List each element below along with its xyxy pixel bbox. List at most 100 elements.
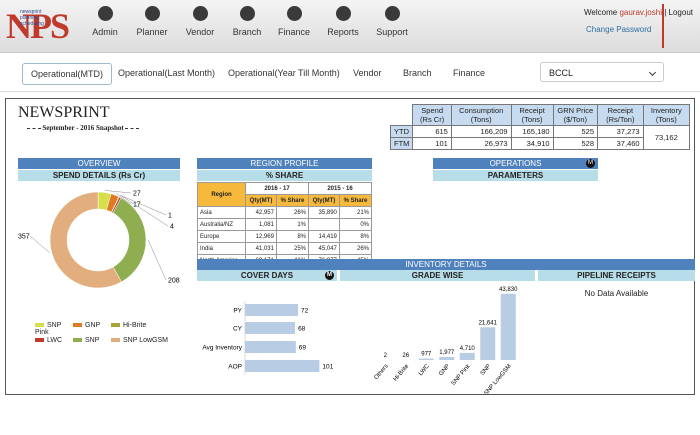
- cell: 166,209: [450, 125, 512, 138]
- tab[interactable]: Operational(Year Till Month): [228, 68, 340, 78]
- cell: 8%: [338, 230, 373, 243]
- separator: |: [664, 8, 667, 17]
- year-header: 2015 - 16: [308, 182, 372, 195]
- pie-slice: [112, 197, 147, 283]
- legend-swatch: [35, 323, 44, 328]
- category-label: AOP: [228, 364, 242, 371]
- cell: 41,031: [245, 242, 277, 255]
- subcolumn-header: % Share: [275, 194, 310, 207]
- section-header: REGION PROFILE: [197, 158, 372, 169]
- bar: [245, 360, 320, 372]
- legend-item: GNP: [73, 322, 111, 336]
- cell: 525: [552, 125, 599, 138]
- nav-item[interactable]: Support: [367, 6, 417, 37]
- nav-label: Vendor: [185, 27, 215, 37]
- nav-label: Admin: [92, 27, 118, 37]
- page-subtitle: September - 2016 Snapshot: [18, 124, 148, 132]
- cell: 1,081: [245, 218, 277, 231]
- label: COVER DAYS: [240, 271, 294, 280]
- nav-item[interactable]: Planner: [127, 6, 177, 37]
- leader-line: [115, 193, 132, 205]
- nav-label: Branch: [232, 27, 262, 37]
- data-label: 69: [299, 345, 307, 352]
- badge[interactable]: M: [586, 159, 595, 168]
- nav-item[interactable]: Admin: [80, 6, 130, 37]
- dash: [26, 127, 41, 129]
- cell: 26%: [275, 206, 310, 219]
- column-header: Receipt (Tons): [510, 104, 554, 126]
- data-label: 977: [421, 352, 432, 358]
- cell: 42,957: [245, 206, 277, 219]
- legend-swatch: [111, 323, 120, 328]
- row: FTM 101 26,973 34,910 528 37,460: [389, 137, 690, 150]
- corner: [389, 104, 414, 126]
- tab[interactable]: Vendor: [353, 68, 382, 78]
- row-label: YTD: [389, 125, 414, 138]
- cell: 34,910: [510, 137, 554, 150]
- category-label: CY: [233, 326, 243, 333]
- cell: 45,047: [308, 242, 340, 255]
- badge[interactable]: M: [325, 271, 334, 280]
- data-label: 208: [168, 278, 180, 285]
- legend-label: SNP: [85, 337, 100, 344]
- dropdown[interactable]: BCCL: [540, 62, 664, 82]
- subcolumn-header: % Share: [338, 194, 373, 207]
- logo-words: newsprint planning scheduling: [20, 9, 44, 27]
- category-label: SNP Pink: [451, 363, 473, 387]
- cell: 26%: [338, 242, 373, 255]
- tab[interactable]: Finance: [453, 68, 486, 78]
- data-label: 17: [133, 202, 141, 209]
- subheader-row: Qty(MT)% Share Qty(MT)% Share: [198, 194, 373, 207]
- change-password[interactable]: Change Password: [586, 25, 652, 34]
- category-label: PY: [233, 308, 242, 315]
- bar: [418, 358, 434, 360]
- subcolumn-header: Qty(MT): [245, 194, 277, 207]
- legend-label: SNP Pink: [35, 322, 62, 336]
- leader-line: [147, 239, 167, 281]
- section-subheader: PARAMETERS: [433, 170, 598, 181]
- section-subheader: GRADE WISE: [340, 270, 535, 281]
- nav-label: Reports: [327, 27, 359, 37]
- nav-item[interactable]: Finance: [269, 6, 319, 37]
- nav-icon: [192, 6, 208, 21]
- header-row: Spend (Rs Cr) Consumption (Tons) Receipt (…: [389, 104, 691, 126]
- section-subheader: SPEND DETAILS (Rs Cr): [18, 170, 180, 181]
- cell: 37,460: [597, 137, 644, 150]
- cell: 528: [552, 137, 599, 150]
- data-label: 101: [322, 364, 333, 371]
- username: gaurav.joshi: [619, 8, 662, 17]
- column-header: Receipt (Rs/Ton): [597, 104, 644, 126]
- subcolumn-header: Qty(MT): [308, 194, 340, 207]
- nav-icon: [286, 6, 302, 21]
- nav-item[interactable]: Branch: [222, 6, 272, 37]
- row: Asia 42,957 26% 35,890 21%: [196, 206, 373, 219]
- section-subheader: COVER DAYS M: [197, 270, 337, 281]
- category-label: GNP: [438, 363, 451, 377]
- data-label: 1,977: [439, 350, 455, 356]
- nav-icon: [144, 6, 160, 21]
- data-label: 72: [301, 308, 309, 315]
- nav-item[interactable]: Reports: [318, 6, 368, 37]
- page-title: NEWSPRINT: [18, 104, 110, 121]
- data-label: 26: [402, 353, 409, 359]
- leader-line: [104, 190, 132, 194]
- category-label: LWC: [418, 363, 431, 377]
- bar: [245, 304, 299, 316]
- tab[interactable]: Branch: [403, 68, 432, 78]
- bar: [459, 352, 475, 360]
- legend-swatch: [111, 338, 120, 343]
- cell: 0%: [338, 218, 373, 231]
- nav-label: Support: [376, 27, 408, 37]
- legend-label: LWC: [47, 337, 63, 344]
- column-header: Inventory (Tons): [642, 104, 691, 126]
- cell: 12,969: [245, 230, 277, 243]
- logo-word: newsprint: [20, 9, 42, 15]
- grade-chart: 2 Others 26 Hi-Brite 977 LWC 1,977 GNP 4,710 SNP …: [374, 287, 518, 394]
- legend-swatch: [73, 323, 82, 328]
- nav-item[interactable]: Vendor: [175, 6, 225, 37]
- tab[interactable]: Operational(Last Month): [118, 68, 216, 78]
- data-label: 27: [133, 191, 141, 198]
- tab[interactable]: Operational(MTD): [22, 63, 113, 85]
- cell: 14,419: [308, 230, 340, 243]
- logout[interactable]: Logout: [668, 8, 693, 17]
